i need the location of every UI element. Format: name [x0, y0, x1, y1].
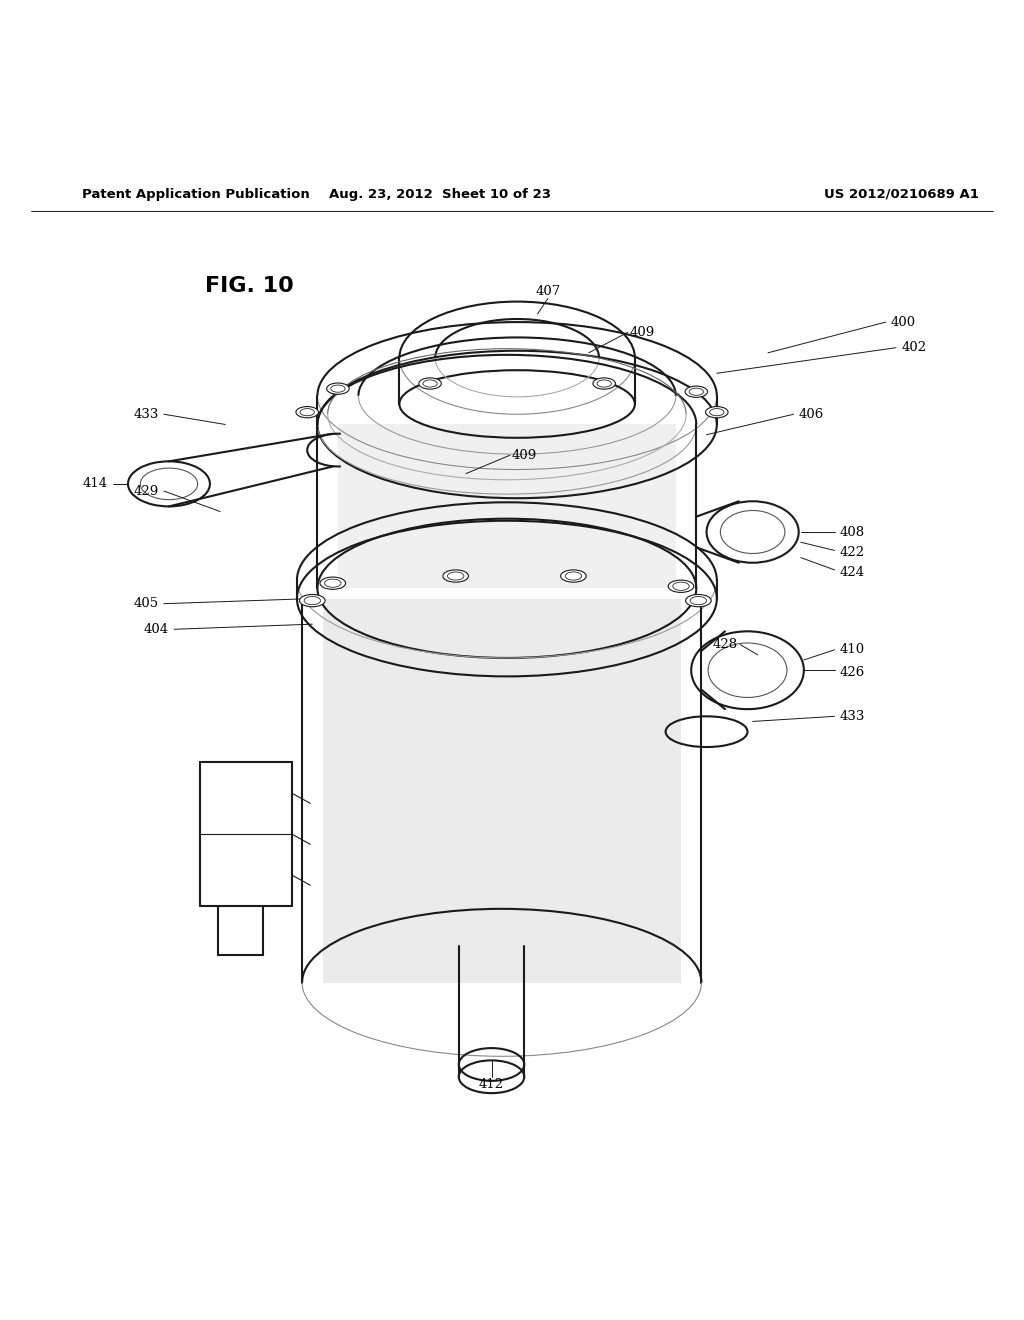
Ellipse shape: [710, 409, 724, 416]
Text: 408: 408: [840, 525, 865, 539]
Polygon shape: [338, 425, 676, 589]
Text: 406: 406: [799, 408, 824, 421]
Text: 404: 404: [143, 623, 169, 636]
Ellipse shape: [673, 582, 689, 590]
Text: 409: 409: [630, 326, 655, 339]
Ellipse shape: [442, 570, 469, 582]
Text: 402: 402: [901, 341, 927, 354]
Ellipse shape: [685, 385, 708, 397]
Text: 412: 412: [479, 1078, 504, 1092]
Ellipse shape: [296, 407, 318, 418]
Text: 407: 407: [536, 285, 560, 298]
Ellipse shape: [686, 594, 711, 607]
Text: 422: 422: [840, 546, 865, 558]
Ellipse shape: [669, 579, 694, 593]
Ellipse shape: [561, 570, 586, 582]
Text: 414: 414: [82, 478, 108, 490]
Text: 400: 400: [891, 315, 916, 329]
Ellipse shape: [690, 597, 707, 605]
Ellipse shape: [304, 597, 321, 605]
Ellipse shape: [689, 388, 703, 395]
Polygon shape: [323, 598, 681, 982]
Text: 426: 426: [840, 665, 865, 678]
Ellipse shape: [327, 383, 349, 395]
Text: 428: 428: [712, 638, 737, 651]
Text: 433: 433: [133, 408, 159, 421]
Text: 410: 410: [840, 643, 865, 656]
Ellipse shape: [300, 409, 314, 416]
Ellipse shape: [597, 380, 611, 387]
Ellipse shape: [419, 378, 441, 389]
Text: 409: 409: [512, 449, 538, 462]
Text: 424: 424: [840, 566, 865, 579]
Ellipse shape: [447, 572, 464, 579]
Text: 429: 429: [133, 484, 159, 498]
Ellipse shape: [565, 572, 582, 579]
Text: FIG. 10: FIG. 10: [205, 276, 294, 296]
Ellipse shape: [423, 380, 437, 387]
Ellipse shape: [319, 577, 346, 589]
Ellipse shape: [325, 579, 341, 587]
Text: US 2012/0210689 A1: US 2012/0210689 A1: [823, 187, 979, 201]
Ellipse shape: [299, 594, 326, 607]
Ellipse shape: [593, 378, 615, 389]
Text: 433: 433: [840, 710, 865, 723]
Ellipse shape: [331, 385, 345, 392]
Text: Aug. 23, 2012  Sheet 10 of 23: Aug. 23, 2012 Sheet 10 of 23: [330, 187, 551, 201]
Text: Patent Application Publication: Patent Application Publication: [82, 187, 309, 201]
Text: 405: 405: [133, 597, 159, 610]
Ellipse shape: [706, 407, 728, 418]
